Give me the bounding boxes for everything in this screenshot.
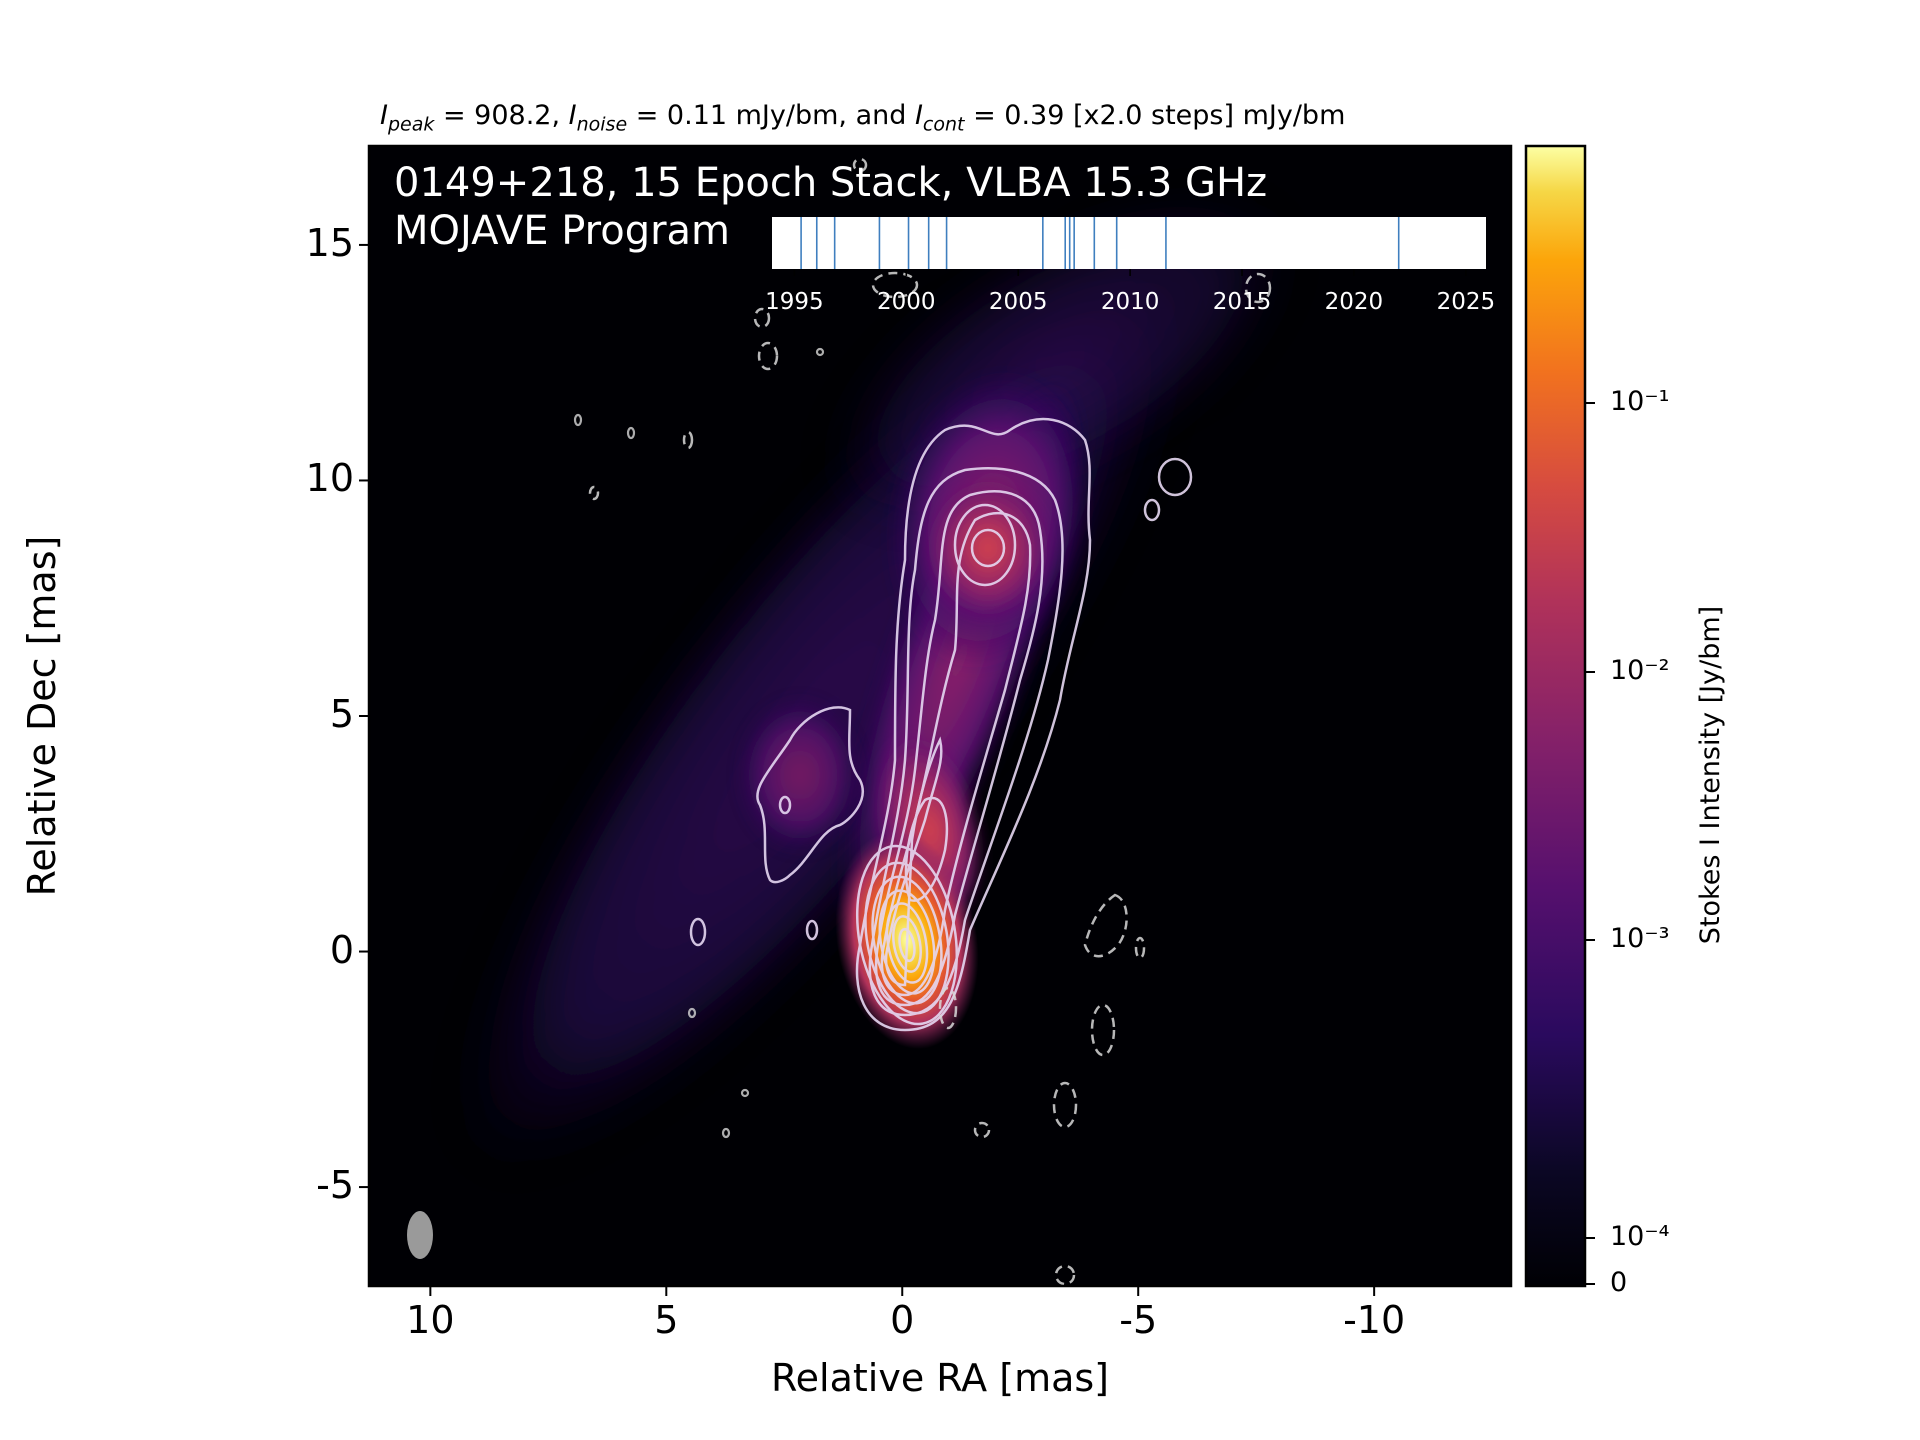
- peak-symbol: I: [380, 100, 388, 131]
- colorbar-label: Stokes I Intensity [Jy/bm]: [1695, 605, 1726, 945]
- timeline-ticks: [793, 269, 1467, 276]
- timeline-tick-label: 2000: [877, 289, 936, 315]
- colorbar-tick-label: 0: [1610, 1267, 1628, 1298]
- noise-symbol: I: [568, 100, 577, 131]
- colorbar-tick-label: 10⁻²: [1610, 655, 1670, 686]
- timeline-epochs: [800, 217, 1400, 269]
- cont-value: = 0.39 [x2.0 steps] mJy/bm: [964, 100, 1346, 131]
- y-tick-label: 5: [329, 692, 354, 736]
- colorbar-gradient: [1524, 144, 1587, 1288]
- northern-knot: [930, 482, 1046, 614]
- timeline-tick-label: 2005: [988, 289, 1048, 315]
- y-tick-label: 10: [305, 456, 354, 501]
- beam-ellipse: [407, 1211, 433, 1259]
- y-axis-ticks: [359, 243, 369, 1189]
- timeline-tick-label: 1995: [765, 289, 824, 315]
- minor-contours: [573, 347, 825, 1139]
- source-title: 0149+218, 15 Epoch Stack, VLBA 15.3 GHz: [394, 160, 1268, 206]
- colorbar: [1524, 144, 1595, 1288]
- colorbar-tick-label: 10⁻³: [1610, 923, 1670, 954]
- timeline-box: [772, 217, 1486, 269]
- y-tick-label: 15: [305, 220, 354, 265]
- x-tick-label: -10: [1343, 1298, 1406, 1342]
- cont-symbol: I: [914, 100, 923, 131]
- intensity-image: [407, 157, 1292, 1286]
- negative-contours: [588, 157, 1272, 1286]
- western-blob-emission: [738, 697, 862, 853]
- timeline-tick-label: 2020: [1324, 289, 1384, 315]
- x-axis-ticks: [429, 1286, 1376, 1296]
- colorbar-ticks: [1585, 402, 1595, 1285]
- epoch-timeline: [772, 217, 1486, 276]
- peak-subscript: peak: [387, 113, 435, 136]
- program-name: MOJAVE Program: [394, 208, 731, 254]
- colorbar-tick-label: 10⁻¹: [1610, 386, 1670, 417]
- solid-contours: [689, 417, 1193, 1032]
- timeline-tick-label: 2025: [1436, 289, 1496, 315]
- timeline-tick-label: 2010: [1100, 289, 1160, 315]
- plot-area: [359, 144, 1513, 1296]
- x-tick-label: 0: [890, 1298, 915, 1342]
- cont-subscript: cont: [922, 113, 965, 136]
- x-tick-label: -5: [1119, 1298, 1158, 1342]
- timeline-tick-label: 2015: [1212, 289, 1272, 315]
- plot-title: Ipeak = 908.2, Inoise = 0.11 mJy/bm, and…: [380, 100, 1520, 135]
- x-tick-label: 5: [654, 1298, 679, 1342]
- y-axis-label: Relative Dec [mas]: [20, 535, 64, 897]
- noise-value: = 0.11 mJy/bm, and: [627, 100, 915, 131]
- x-axis-label: Relative RA [mas]: [770, 1356, 1109, 1400]
- x-tick-label: 10: [406, 1298, 455, 1342]
- colorbar-tick-label: 10⁻⁴: [1610, 1221, 1670, 1252]
- y-tick-label: -5: [316, 1163, 354, 1208]
- y-tick-label: 0: [329, 927, 354, 972]
- noise-subscript: noise: [576, 113, 628, 136]
- peak-value: = 908.2,: [434, 100, 569, 131]
